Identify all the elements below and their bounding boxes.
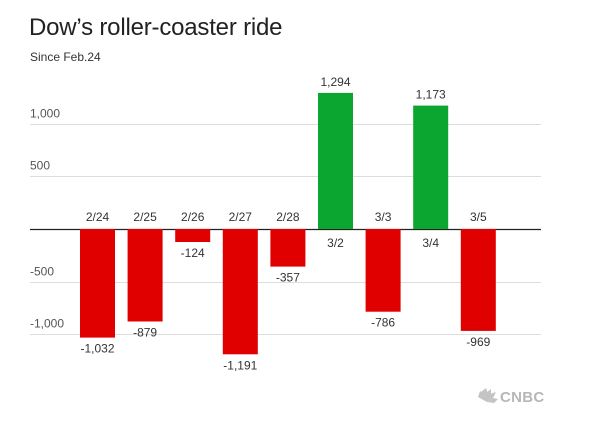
y-tick-label: 1,000 [30, 107, 60, 121]
category-label: 2/27 [229, 210, 253, 224]
bar [365, 229, 401, 312]
bars [80, 92, 496, 355]
value-label: -879 [133, 326, 157, 340]
value-label: -124 [181, 246, 205, 260]
bar [175, 229, 211, 242]
bar [318, 92, 353, 230]
value-label: -1,191 [223, 358, 257, 372]
chart-subtitle: Since Feb.24 [30, 50, 101, 64]
value-label: -357 [276, 271, 300, 285]
cnbc-logo: CNBC [478, 388, 545, 406]
bar [413, 105, 449, 229]
y-tick-label: 500 [30, 159, 50, 173]
peacock-icon [478, 388, 498, 403]
category-label: 3/4 [422, 236, 439, 250]
value-label: -786 [371, 316, 395, 330]
value-label: 1,294 [320, 75, 350, 89]
category-label: 2/26 [181, 210, 205, 224]
category-label: 2/28 [276, 210, 300, 224]
bar [460, 229, 496, 331]
category-label: 3/3 [375, 210, 392, 224]
category-label: 2/25 [133, 210, 157, 224]
gridlines: 1,000 500 -500 -1,000 [30, 107, 541, 335]
bar [80, 229, 115, 338]
chart-title: Dow’s roller-coaster ride [29, 14, 283, 41]
value-label: 1,173 [416, 88, 446, 102]
value-label: -1,032 [80, 342, 114, 356]
cnbc-logo-text: CNBC [500, 389, 545, 406]
y-tick-label: -1,000 [30, 317, 64, 331]
labels: 2/24 -1,032 2/25 -879 2/26 -124 2/27 -1,191 2/28… [80, 75, 490, 372]
category-label: 2/24 [86, 210, 110, 224]
category-label: 3/2 [327, 236, 344, 250]
category-label: 3/5 [470, 210, 487, 224]
bar [270, 229, 306, 267]
bar [127, 229, 163, 322]
value-label: -969 [466, 335, 490, 349]
bar [222, 229, 258, 355]
y-tick-label: -500 [30, 265, 54, 279]
